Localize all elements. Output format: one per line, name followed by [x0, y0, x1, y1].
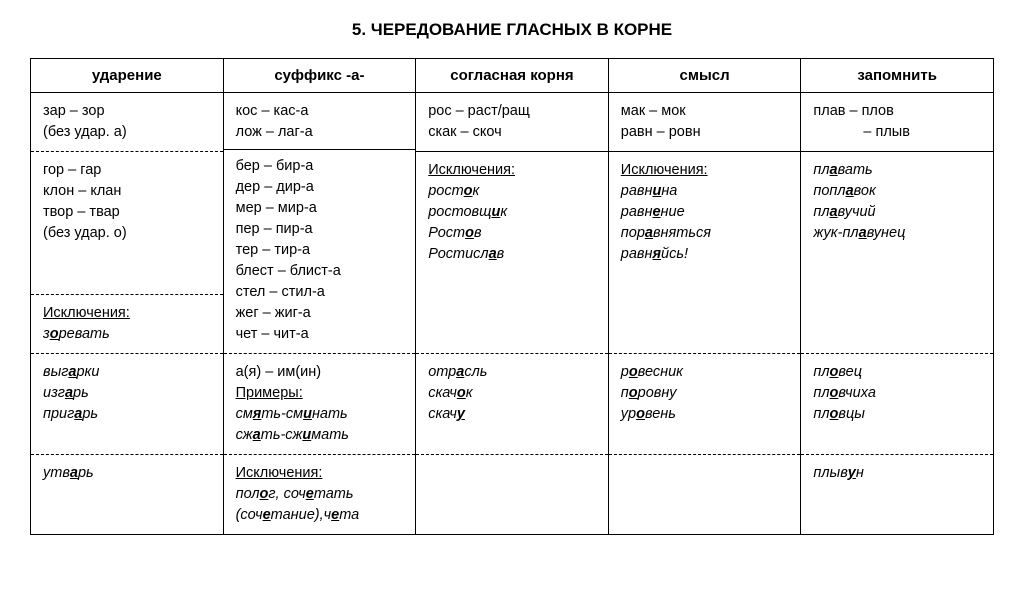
- cell-r2c3: Исключения: росток ростовщик Ростов Рост…: [416, 152, 609, 354]
- cell-r1c2: кос – кас-а лож – лаг-а бер – бир-а дер …: [223, 93, 416, 354]
- cell-r2c5: плавать поплавок плавучий жук-плавунец: [801, 152, 994, 354]
- cell-r5c3: [416, 455, 609, 535]
- col-header-1: ударение: [31, 59, 224, 93]
- cell-r4c1: выгарки изгарь пригарь: [31, 354, 224, 455]
- cell-r3c1: Исключения: зоревать: [31, 295, 224, 354]
- cell-r1c3: рос – раст/ращ скак – скоч: [416, 93, 609, 152]
- cell-r5c2: Исключения: полог, сочетать (сочетание),…: [223, 455, 416, 535]
- cell-r5c1: утварь: [31, 455, 224, 535]
- cell-r4c3: отрасль скачок скачу: [416, 354, 609, 455]
- cell-r5c5: плывун: [801, 455, 994, 535]
- cell-r2c4: Исключения: равнина равнение поравняться…: [608, 152, 801, 354]
- col-header-5: запомнить: [801, 59, 994, 93]
- cell-r2c1: гор – гар клон – клан твор – твар (без у…: [31, 152, 224, 295]
- col-header-2: суффикс -а-: [223, 59, 416, 93]
- cell-r4c4: ровесник поровну уровень: [608, 354, 801, 455]
- cell-r4c5: пловец пловчиха пловцы: [801, 354, 994, 455]
- col-header-4: смысл: [608, 59, 801, 93]
- page-title: 5. ЧЕРЕДОВАНИЕ ГЛАСНЫХ В КОРНЕ: [30, 20, 994, 40]
- cell-r4c2: а(я) – им(ин) Примеры: смять-сминать сжа…: [223, 354, 416, 455]
- cell-r1c5: плав – плов – плыв: [801, 93, 994, 152]
- cell-r5c4: [608, 455, 801, 535]
- col-header-3: согласная корня: [416, 59, 609, 93]
- rules-table: ударение суффикс -а- согласная корня смы…: [30, 58, 994, 535]
- cell-r1c4: мак – мок равн – ровн: [608, 93, 801, 152]
- cell-r1c1: зар – зор (без удар. а): [31, 93, 224, 152]
